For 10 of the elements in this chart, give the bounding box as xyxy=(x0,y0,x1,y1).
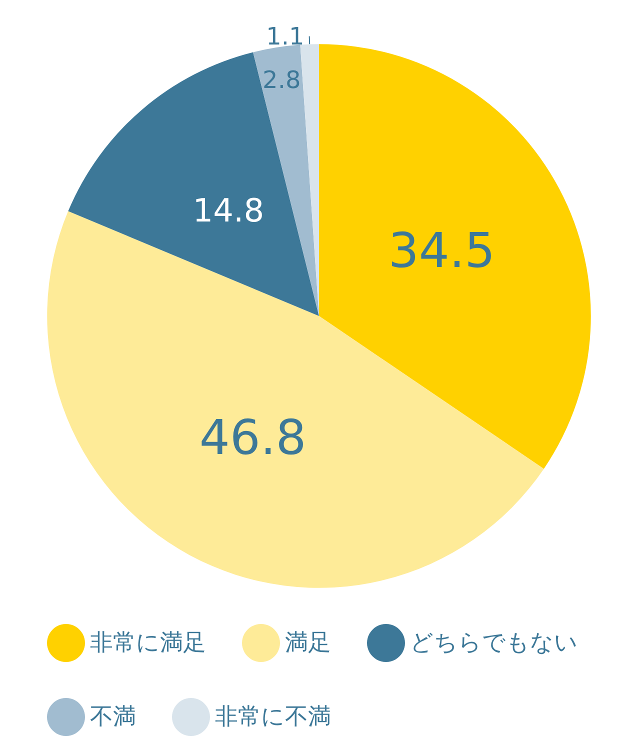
data-label: 46.8 xyxy=(199,410,306,466)
legend-label: 不満 xyxy=(90,704,136,730)
legend-label: 非常に満足 xyxy=(90,630,206,656)
data-label: 14.8 xyxy=(192,192,264,230)
data-label: 2.8 xyxy=(262,66,301,94)
data-label: 34.5 xyxy=(388,222,496,279)
legend-label: どちらでもない xyxy=(410,630,578,656)
data-label: 1.1 xyxy=(266,22,304,50)
legend-label: 満足 xyxy=(285,630,331,656)
legend-label: 非常に不満 xyxy=(215,704,331,730)
